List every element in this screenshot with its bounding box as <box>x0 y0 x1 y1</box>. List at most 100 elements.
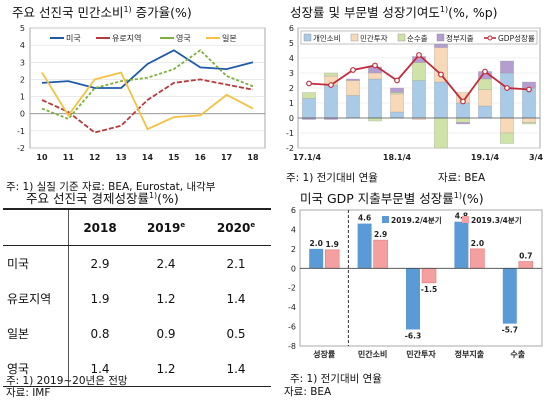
legend-label: 개인소비 <box>313 33 341 43</box>
legend-label: 영국 <box>176 33 191 43</box>
gdp-growth-title-sup: 1) <box>148 190 158 200</box>
consumption-growth-note: 주: 1) 실질 기준 자료: BEA, Eurostat, 내각부 <box>6 181 216 193</box>
y-tick-label: 2 <box>291 245 296 254</box>
stacked-bar-segment <box>368 117 382 122</box>
series-line <box>41 49 254 120</box>
legend-marker <box>487 35 493 41</box>
stacked-bar-segment <box>478 89 492 107</box>
gdp-growth-title-tail: (%) <box>157 191 179 206</box>
us-gdp-components-note-2: 자료: BEA <box>284 386 332 398</box>
stacked-bar-segment <box>500 117 514 134</box>
series-line <box>41 71 254 131</box>
consumption-growth-panel: 주요 선진국 민간소비1) 증가율(%) -2 -1 0 1 2 3 4 5 10 11 12 13 1… <box>0 0 275 200</box>
gdp-growth-note-1: 주: 1) 2019~20년은 전망 <box>6 375 128 387</box>
table-header-text: 2020 <box>216 220 251 235</box>
table-row: 영국 1.4 1.2 1.4 <box>3 351 271 387</box>
legend-label: GDP성장률 <box>498 33 535 43</box>
contribution-panel: 성장률 및 부문별 성장기여도1)(%, %p) -2 -1 0 1 2 3 4 5 6 17.1… <box>278 0 550 200</box>
stacked-bar-segment <box>390 87 404 93</box>
stacked-bar-segment <box>390 111 404 119</box>
legend-label: 2019.2/4분기 <box>391 215 442 225</box>
table-header-cell: 2018 <box>68 208 132 246</box>
gdp-growth-marker <box>460 98 466 105</box>
x-tick-label: 14 <box>142 153 154 162</box>
x-tick-label: 11 <box>63 153 75 162</box>
x-tick-label: 17.1/4 <box>293 153 322 162</box>
stacked-bar-segment <box>456 122 470 125</box>
legend-swatch <box>382 216 389 223</box>
stacked-bar-segment <box>412 62 426 81</box>
y-tick-label: 0 <box>289 114 294 123</box>
us-gdp-components-title-tail: (%) <box>462 191 484 206</box>
consumption-growth-title-text: 주요 선진국 민간소비 <box>12 5 124 20</box>
bar <box>518 261 534 269</box>
x-tick-label: 18.1/4 <box>383 153 412 162</box>
stacked-bar-segment <box>522 122 536 125</box>
gdp-growth-note-2: 자료: IMF <box>6 387 51 399</box>
legend-label: 정부지출 <box>446 33 474 43</box>
consumption-growth-title-sup: 1) <box>123 4 132 14</box>
table-cell: 2.1 <box>226 256 246 271</box>
stacked-bar-segment <box>456 117 470 123</box>
x-tick-label: 13 <box>116 153 127 162</box>
table-cell: 1.4 <box>201 351 271 387</box>
stacked-bar-segment <box>324 84 338 119</box>
stacked-bar-segment <box>302 98 316 119</box>
table-row: 미국 2.9 2.4 2.1 <box>3 245 271 281</box>
gdp-growth-title: 주요 선진국 경제성장률1)(%) <box>26 188 179 207</box>
stacked-bar-segment <box>522 87 536 119</box>
y-tick-label: -2 <box>288 284 296 293</box>
contribution-note-1: 주: 1) 전기대비 연율 <box>286 172 378 184</box>
contribution-title-text: 성장률 및 부문별 성장기여도 <box>290 5 440 20</box>
plot-area <box>299 209 543 347</box>
contribution-title: 성장률 및 부문별 성장기여도1)(%, %p) <box>290 2 498 21</box>
stacked-bar-segment <box>478 78 492 90</box>
legend-label: 미국 <box>66 34 81 43</box>
legend-box <box>300 30 538 45</box>
contribution-title-tail: (%, %p) <box>448 5 498 20</box>
gdp-growth-title-text: 주요 선진국 경제성장률 <box>26 191 149 206</box>
table-header-text: 2019 <box>146 220 181 235</box>
table-cell: 1.9 <box>90 291 110 306</box>
stacked-bar-segment <box>302 92 316 99</box>
y-tick-label: 6 <box>291 206 296 215</box>
stacked-bar-segment <box>412 80 426 119</box>
stacked-bar-segment <box>478 105 492 119</box>
y-tick-label: 4 <box>20 41 25 50</box>
table-cell: 0.9 <box>156 326 176 341</box>
contribution-chart: -2 -1 0 1 2 3 4 5 6 17.1/4 18.1/4 19.1/4 3/4 개인소비 민간투자… <box>286 24 543 162</box>
table-row: 일본 0.8 0.9 0.5 <box>3 316 271 351</box>
table-cell: 1.4 <box>68 351 132 387</box>
x-tick-label: 17 <box>221 153 232 162</box>
bar <box>324 249 340 269</box>
legend-label: 민간투자 <box>360 33 388 43</box>
table-cell: 일본 <box>3 316 69 351</box>
table-cell: 영국 <box>3 351 69 387</box>
x-tick-label: 수출 <box>510 349 525 359</box>
us-gdp-components-title: 미국 GDP 지출부문별 성장률1)(%) <box>300 188 484 207</box>
stacked-bar-segment <box>390 92 404 95</box>
legend-label: 순수출 <box>407 33 428 43</box>
stacked-bar-segment <box>346 78 360 81</box>
y-tick-label: -8 <box>288 342 296 351</box>
consumption-growth-title-tail: 증가율(%) <box>131 5 192 20</box>
x-tick-label: 15 <box>168 153 180 162</box>
table-cell: 미국 <box>3 245 69 281</box>
contribution-note-2: 자료: BEA <box>438 172 486 184</box>
y-tick-label: -2 <box>286 144 294 153</box>
us-gdp-components-note-1: 주: 1) 전기대비 연율 <box>290 373 382 385</box>
table-cell: 1.2 <box>131 351 202 387</box>
consumption-growth-title: 주요 선진국 민간소비1) 증가율(%) <box>12 2 192 21</box>
y-tick-label: 0 <box>291 264 296 273</box>
y-tick-label: -4 <box>288 303 296 312</box>
stacked-bar-segment <box>346 80 360 96</box>
data-label: 4.8 <box>455 212 468 221</box>
y-tick-label: 0 <box>20 110 25 119</box>
gdp-growth-marker <box>306 80 312 87</box>
gdp-growth-marker <box>394 77 400 84</box>
x-tick-label: 민간소비 <box>358 349 387 359</box>
bar <box>357 223 372 269</box>
stacked-bar-segment <box>368 78 382 119</box>
y-tick-label: -2 <box>17 144 25 153</box>
